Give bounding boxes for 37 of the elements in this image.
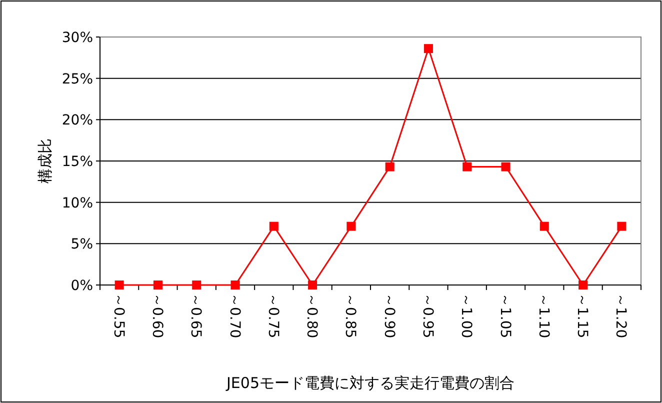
y-tick-label: 10%	[62, 195, 93, 212]
y-tick-label: 25%	[62, 71, 93, 88]
point	[501, 162, 510, 172]
x-tick-label: ～1.05	[496, 293, 513, 338]
point	[462, 162, 472, 172]
y-tick-label: 30%	[62, 30, 93, 46]
point	[269, 222, 278, 231]
point	[424, 44, 433, 54]
point	[308, 280, 318, 290]
y-tick-label: 0%	[70, 278, 93, 294]
x-tick-label: ～1.15	[574, 293, 590, 338]
y-tick-label: 15%	[62, 154, 93, 170]
x-tick-label: ～1.00	[458, 293, 474, 338]
point	[578, 280, 588, 290]
x-tick-label: ～0.95	[419, 293, 436, 338]
point	[153, 280, 162, 290]
point	[617, 222, 626, 231]
y-axis-title: 構成比	[36, 138, 54, 184]
point	[114, 280, 124, 290]
x-tick-label: ～0.90	[380, 293, 397, 338]
x-tick-label: ～0.70	[226, 293, 242, 338]
x-tick-label: ～0.65	[188, 293, 204, 338]
x-tick-label: ～0.75	[264, 293, 281, 338]
x-tick-label: ～0.80	[304, 293, 320, 338]
x-tick-label: ～0.85	[342, 293, 358, 338]
point	[230, 280, 240, 290]
x-tick-label: ～1.10	[535, 293, 552, 338]
x-axis-title: JE05モード電費に対する実走行電費の割合	[226, 374, 514, 392]
y-tick-label: 20%	[62, 112, 93, 129]
y-tick-label: 5%	[70, 236, 93, 253]
x-tick-label: ～1.20	[612, 293, 629, 338]
point	[192, 280, 202, 290]
point	[540, 222, 549, 231]
x-tick-label: ～0.60	[148, 293, 165, 338]
point	[346, 222, 356, 231]
point	[385, 162, 394, 172]
x-tick-label: ～0.55	[110, 293, 126, 338]
